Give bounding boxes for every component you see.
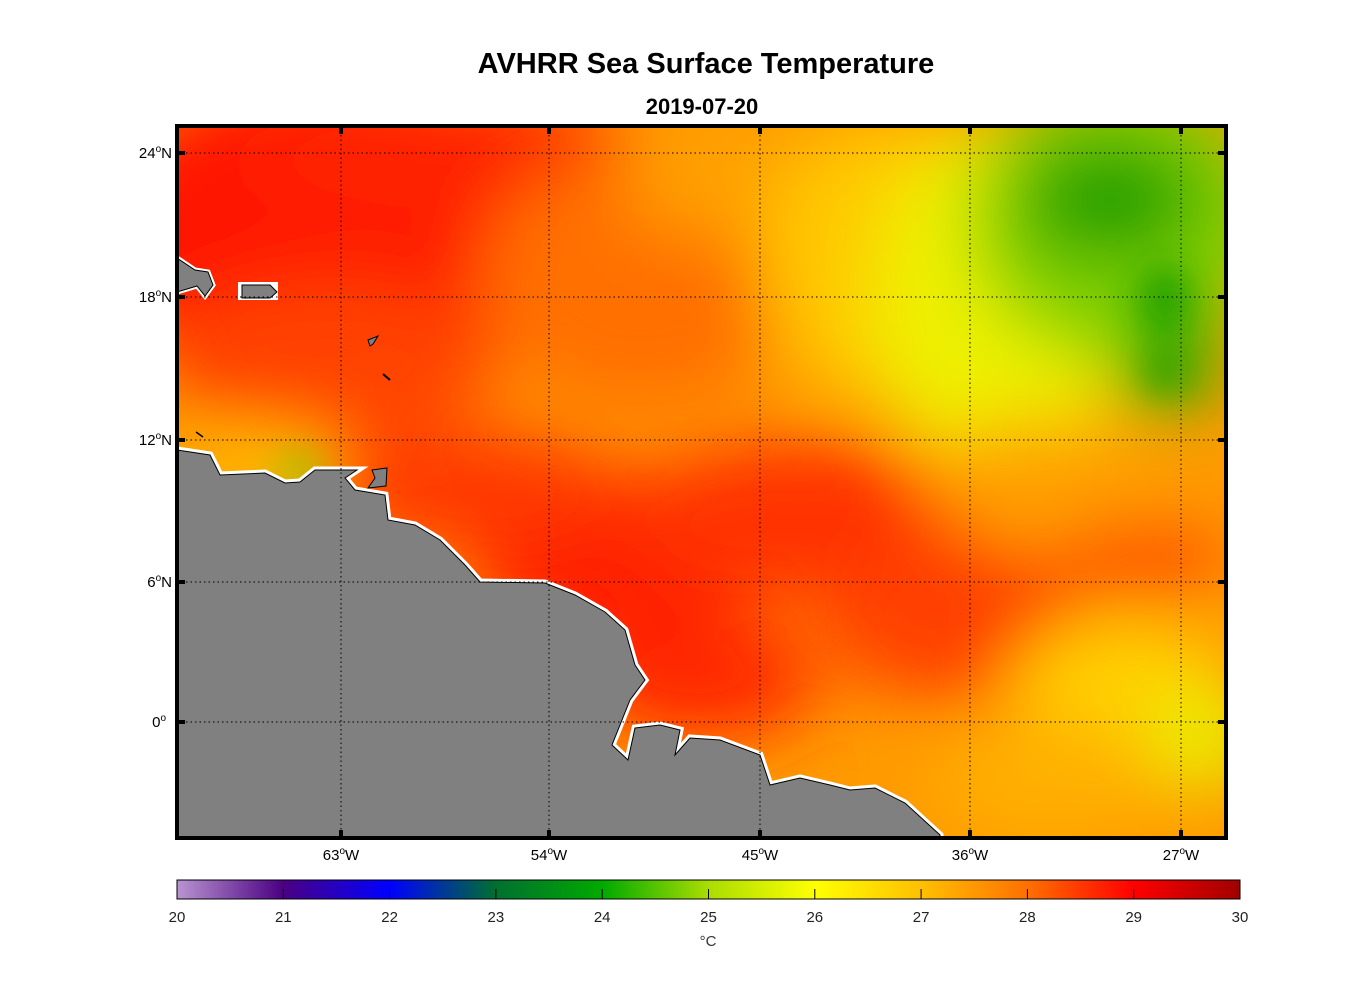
chart-title: AVHRR Sea Surface Temperature: [477, 48, 935, 80]
lat-label: 0o: [152, 713, 166, 731]
colorbar-unit: °C: [699, 933, 717, 950]
colorbar-tick-label: 20: [168, 909, 186, 926]
lon-label: 54oW: [530, 846, 568, 864]
colorbar-tick-label: 23: [487, 909, 505, 926]
colorbar-tick-label: 30: [1231, 909, 1249, 926]
colorbar-tick-label: 29: [1125, 909, 1143, 926]
colorbar-tick-label: 25: [700, 909, 717, 926]
colorbar-tick-label: 22: [381, 909, 398, 926]
colorbar-tick-label: 24: [593, 909, 611, 926]
frame-ticks: [177, 126, 1226, 838]
lat-label: 6oN: [147, 573, 172, 591]
lat-label: 12oN: [138, 431, 172, 449]
graticule: [177, 126, 1226, 838]
lon-label: 63oW: [322, 846, 360, 864]
lat-label: 24oN: [138, 144, 172, 162]
colorbar-tick-label: 27: [912, 909, 930, 926]
colorbar-tick-label: 28: [1019, 909, 1036, 926]
sst-field: [177, 126, 1226, 838]
land-mass: [177, 254, 944, 838]
colorbar-tick-label: 26: [806, 909, 824, 926]
chart-subtitle: 2019-07-20: [645, 94, 759, 119]
map-frame: [175, 124, 1228, 840]
lon-label: 45oW: [741, 846, 779, 864]
lon-label: 36oW: [951, 846, 989, 864]
lat-label: 18oN: [138, 288, 172, 306]
colorbar-tick-label: 21: [274, 909, 292, 926]
lon-label: 27oW: [1162, 846, 1200, 864]
